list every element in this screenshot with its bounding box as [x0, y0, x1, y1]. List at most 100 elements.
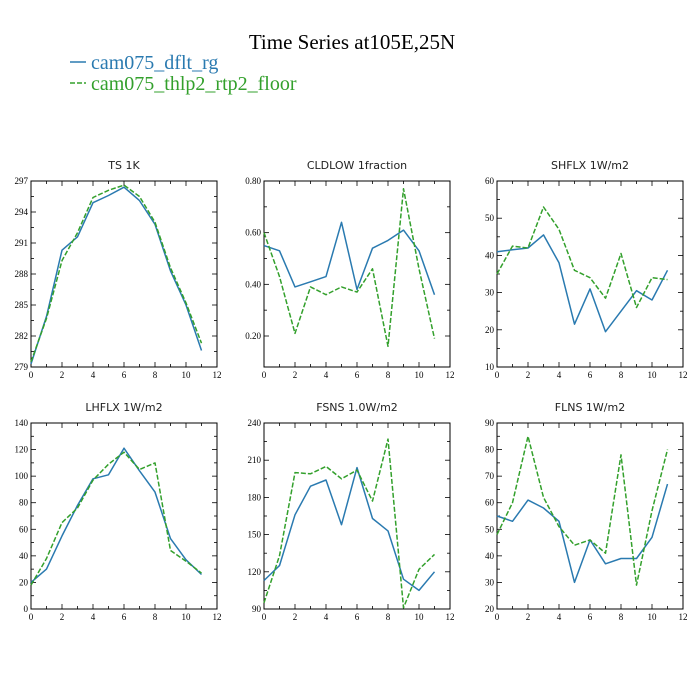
y-tick-label: 50 — [485, 524, 495, 534]
y-tick-label: 80 — [19, 498, 29, 508]
x-tick-label: 8 — [386, 612, 391, 622]
panel-1: TS 1K 0 2 4 6 8 10 12 279 282 285 288 291 294 297 — [15, 159, 222, 380]
x-tick-label: 6 — [122, 612, 127, 622]
y-tick-label: 30 — [485, 288, 495, 298]
x-tick-label: 4 — [91, 612, 96, 622]
panel-title: LHFLX 1W/m2 — [85, 401, 162, 414]
panel-title: CLDLOW 1fraction — [307, 159, 407, 172]
legend: cam075_dflt_rg cam075_thlp2_rtp2_floor — [70, 52, 297, 95]
x-tick-label: 2 — [60, 370, 65, 380]
plot-frame — [30, 422, 218, 610]
x-tick-label: 0 — [262, 612, 267, 622]
x-tick-label: 12 — [446, 370, 455, 380]
y-tick-label: 120 — [15, 445, 29, 455]
x-tick-label: 6 — [122, 370, 127, 380]
x-tick-label: 8 — [619, 370, 624, 380]
x-tick-label: 10 — [415, 612, 425, 622]
y-tick-label: 50 — [485, 213, 495, 223]
y-tick-label: 60 — [485, 176, 495, 186]
x-tick-label: 8 — [386, 370, 391, 380]
panel-title: FSNS 1.0W/m2 — [316, 401, 398, 414]
y-tick-label: 0.80 — [245, 176, 261, 186]
y-tick-label: 10 — [485, 362, 495, 372]
legend-label-series1: cam075_dflt_rg — [91, 52, 218, 74]
panel-6: FLNS 1W/m2 0 2 4 6 8 10 12 20 30 40 50 60 70 80 90 — [485, 401, 688, 622]
x-tick-label: 10 — [648, 370, 658, 380]
y-tick-label: 297 — [15, 176, 29, 186]
panel-title: SHFLX 1W/m2 — [551, 159, 629, 172]
panel-title: TS 1K — [107, 159, 140, 172]
x-tick-label: 10 — [648, 612, 658, 622]
x-tick-label: 2 — [60, 612, 65, 622]
y-tick-label: 0.40 — [245, 279, 261, 289]
x-tick-label: 12 — [446, 612, 455, 622]
y-tick-label: 282 — [15, 331, 29, 341]
y-tick-label: 291 — [15, 238, 29, 248]
x-tick-label: 8 — [153, 612, 158, 622]
series-line-2 — [30, 451, 202, 586]
x-tick-label: 2 — [526, 370, 531, 380]
figure-title: Time Series at105E,25N — [249, 30, 455, 54]
x-tick-label: 8 — [153, 370, 158, 380]
x-tick-label: 10 — [182, 612, 192, 622]
y-tick-label: 40 — [485, 250, 495, 260]
y-tick-label: 70 — [485, 471, 495, 481]
y-tick-label: 100 — [15, 471, 29, 481]
series-line-1 — [30, 447, 203, 583]
y-tick-label: 0.20 — [245, 331, 261, 341]
series-line-1 — [496, 483, 669, 584]
y-tick-label: 60 — [485, 498, 495, 508]
y-tick-label: 140 — [15, 418, 29, 428]
y-tick-label: 0.60 — [245, 228, 261, 238]
y-tick-label: 288 — [15, 269, 29, 279]
legend-label-series2: cam075_thlp2_rtp2_floor — [91, 73, 297, 95]
plot-frame — [496, 180, 684, 368]
y-tick-label: 40 — [19, 551, 29, 561]
series-line-2 — [263, 188, 436, 348]
x-tick-label: 12 — [679, 612, 688, 622]
y-tick-label: 20 — [485, 604, 495, 614]
series-line-2 — [496, 435, 669, 586]
y-tick-label: 90 — [485, 418, 495, 428]
series-line-2 — [496, 206, 668, 309]
series-line-1 — [30, 186, 203, 365]
x-tick-label: 6 — [355, 370, 360, 380]
y-tick-label: 30 — [485, 577, 495, 587]
y-tick-label: 240 — [248, 418, 262, 428]
x-tick-label: 2 — [526, 612, 531, 622]
x-tick-label: 4 — [557, 612, 562, 622]
plot-frame — [263, 422, 451, 610]
series-line-2 — [263, 438, 436, 609]
y-tick-label: 294 — [15, 207, 29, 217]
series-line-1 — [496, 234, 669, 333]
x-tick-label: 0 — [495, 612, 500, 622]
y-tick-label: 40 — [485, 551, 495, 561]
series-line-1 — [263, 466, 436, 592]
x-tick-label: 12 — [213, 612, 222, 622]
x-tick-label: 10 — [415, 370, 425, 380]
y-tick-label: 0 — [24, 604, 29, 614]
x-tick-label: 2 — [293, 370, 298, 380]
x-tick-label: 0 — [29, 612, 34, 622]
x-tick-label: 6 — [355, 612, 360, 622]
x-tick-label: 10 — [182, 370, 192, 380]
x-tick-label: 4 — [324, 612, 329, 622]
x-tick-label: 6 — [588, 370, 593, 380]
panels: TS 1K0 2 4 6 8 10 12279282285288291294297CLDLO… — [15, 159, 688, 622]
plot-frame — [263, 180, 451, 368]
y-tick-label: 120 — [248, 567, 262, 577]
y-tick-label: 150 — [248, 530, 262, 540]
x-tick-label: 6 — [588, 612, 593, 622]
x-tick-label: 8 — [619, 612, 624, 622]
y-tick-label: 285 — [15, 300, 29, 310]
x-tick-label: 0 — [29, 370, 34, 380]
panel-5: FSNS 1.0W/m2 0 2 4 6 8 10 12 90 120 150 180 210 240 — [248, 401, 455, 622]
x-tick-label: 4 — [557, 370, 562, 380]
y-tick-label: 60 — [19, 524, 29, 534]
y-tick-label: 279 — [15, 362, 29, 372]
series-line-1 — [263, 221, 436, 295]
y-tick-label: 210 — [248, 455, 262, 465]
y-tick-label: 20 — [485, 325, 495, 335]
series-line-2 — [30, 184, 203, 363]
